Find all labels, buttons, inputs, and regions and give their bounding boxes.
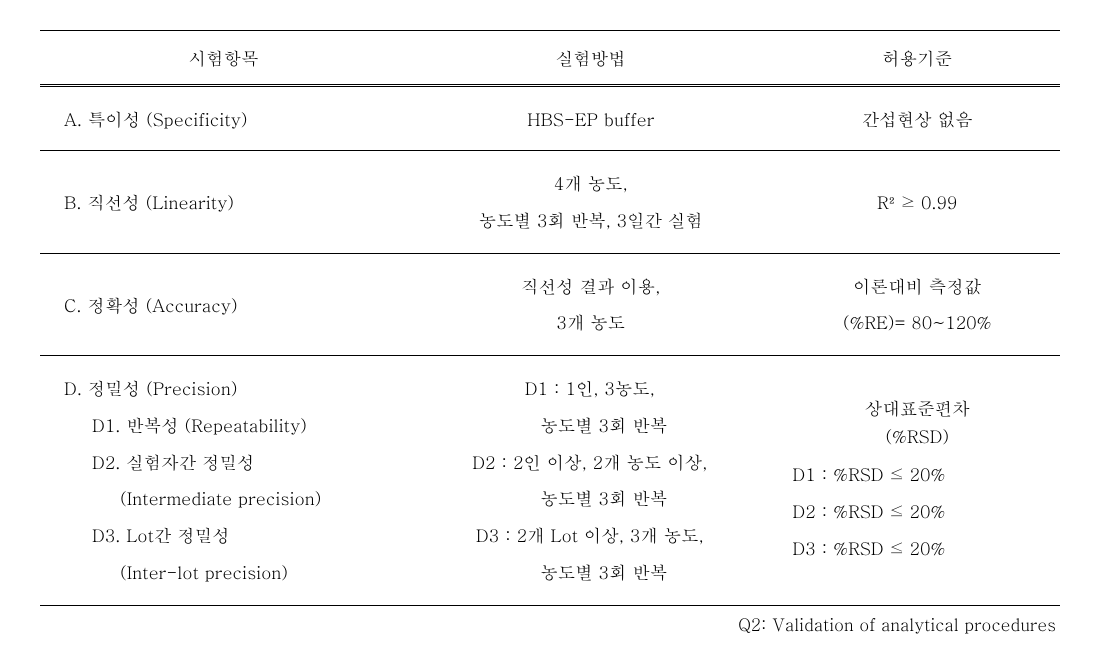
table-row: D. 정밀성 (Precision) D1. 반복성 (Repeatabilit… — [40, 356, 1060, 606]
method-line: 농도별 3회 반복, 3일간 실험 — [479, 207, 703, 232]
method-line: 농도별 3회 반복 — [415, 480, 764, 517]
item-line: D2. 실험자간 정밀성 — [64, 444, 397, 481]
cell-item: B. 직선성 (Linearity) — [40, 151, 407, 254]
cell-criteria: 간섭현상 없음 — [774, 86, 1060, 151]
criteria-line: (%RSD) — [885, 423, 949, 448]
cell-method: 직선성 결과 이용, 3개 농도 — [407, 253, 774, 356]
cell-criteria: R² ≥ 0.99 — [774, 151, 1060, 254]
footnote: Q2: Validation of analytical procedures — [40, 612, 1060, 636]
cell-method: HBS-EP buffer — [407, 86, 774, 151]
table-row: B. 직선성 (Linearity) 4개 농도, 농도별 3회 반복, 3일간… — [40, 151, 1060, 254]
cell-criteria: 상대표준편차 (%RSD) D1 : %RSD ≤ 20% D2 : %RSD … — [774, 356, 1060, 606]
item-line: D3. Lot간 정밀성 — [64, 517, 397, 554]
method-line: 농도별 3회 반복 — [415, 554, 764, 591]
method-line: 직선성 결과 이용, — [521, 273, 660, 298]
item-line: (Inter-lot precision) — [64, 554, 397, 591]
method-line: 3개 농도 — [556, 309, 625, 334]
cell-item: D. 정밀성 (Precision) D1. 반복성 (Repeatabilit… — [40, 356, 407, 606]
header-criteria: 허용기준 — [774, 31, 1060, 86]
validation-table: 시험항목 실험방법 허용기준 A. 특이성 (Specificity) HBS-… — [40, 30, 1060, 606]
header-item: 시험항목 — [40, 31, 407, 86]
cell-item: A. 특이성 (Specificity) — [40, 86, 407, 151]
cell-item: C. 정확성 (Accuracy) — [40, 253, 407, 356]
item-line: D1. 반복성 (Repeatability) — [64, 407, 397, 444]
criteria-line: D3 : %RSD ≤ 20% — [792, 535, 945, 560]
table-row: A. 특이성 (Specificity) HBS-EP buffer 간섭현상 … — [40, 86, 1060, 151]
method-line: D2 : 2인 이상, 2개 농도 이상, — [472, 449, 707, 474]
criteria-line: 상대표준편차 — [865, 395, 970, 420]
cell-method: D1 : 1인, 3농도, 농도별 3회 반복 D2 : 2인 이상, 2개 농… — [407, 356, 774, 606]
table-header-row: 시험항목 실험방법 허용기준 — [40, 31, 1060, 86]
item-line: (Intermediate precision) — [64, 480, 397, 517]
cell-method: 4개 농도, 농도별 3회 반복, 3일간 실험 — [407, 151, 774, 254]
item-line: D. 정밀성 (Precision) — [64, 375, 237, 400]
criteria-line: 이론대비 측정값 — [853, 273, 981, 298]
method-line: 농도별 3회 반복 — [415, 407, 764, 444]
method-line: D3 : 2개 Lot 이상, 3개 농도, — [476, 522, 704, 547]
cell-criteria: 이론대비 측정값 (%RE)= 80~120% — [774, 253, 1060, 356]
criteria-line: D2 : %RSD ≤ 20% — [792, 498, 945, 523]
header-method: 실험방법 — [407, 31, 774, 86]
criteria-line: (%RE)= 80~120% — [843, 309, 992, 334]
method-line: D1 : 1인, 3농도, — [525, 375, 655, 400]
method-line: 4개 농도, — [554, 170, 628, 195]
table-row: C. 정확성 (Accuracy) 직선성 결과 이용, 3개 농도 이론대비 … — [40, 253, 1060, 356]
criteria-line: D1 : %RSD ≤ 20% — [792, 461, 945, 486]
